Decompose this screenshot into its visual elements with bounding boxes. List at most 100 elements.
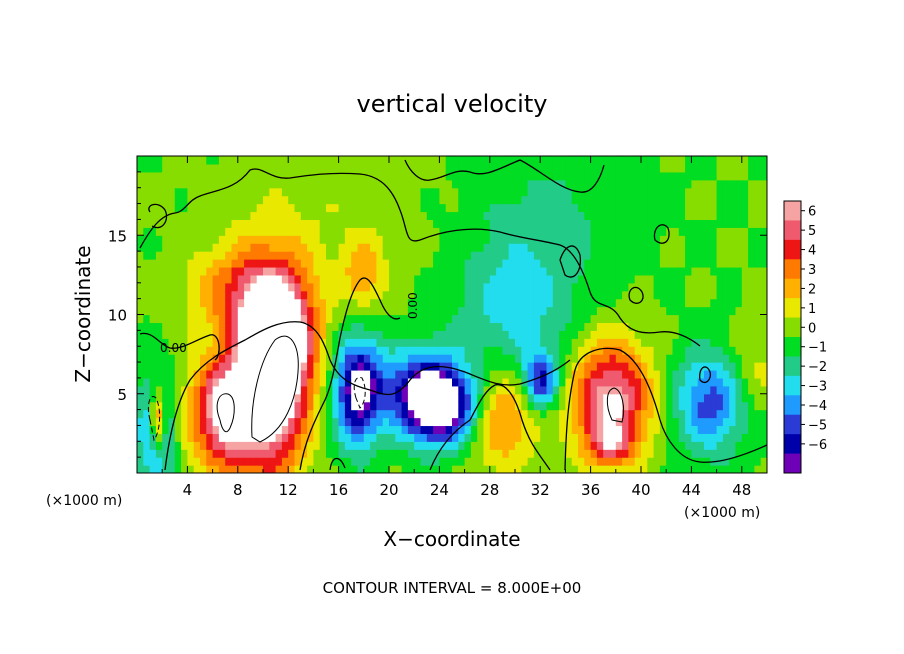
heatmap-cell <box>212 417 220 427</box>
heatmap-cell <box>546 457 554 466</box>
heatmap-cell <box>704 227 711 236</box>
heatmap-cell <box>244 354 251 363</box>
heatmap-cell <box>344 362 352 371</box>
heatmap-cell <box>729 195 737 205</box>
heatmap-cell <box>401 282 409 292</box>
heatmap-cell <box>735 195 743 205</box>
heatmap-cell <box>363 433 371 442</box>
heatmap-cell <box>502 330 510 339</box>
heatmap-cell <box>641 417 648 427</box>
heatmap-cell <box>729 354 737 363</box>
heatmap-cell <box>382 362 390 371</box>
heatmap-cell <box>376 227 384 236</box>
heatmap-cell <box>143 369 151 379</box>
heatmap-cell <box>546 433 554 442</box>
heatmap-cell <box>735 409 743 419</box>
heatmap-cell <box>704 457 711 466</box>
heatmap-cell <box>527 187 535 197</box>
heatmap-cell <box>300 306 308 316</box>
heatmap-cell <box>300 179 308 189</box>
heatmap-cell <box>155 433 163 442</box>
heatmap-cell <box>515 266 522 276</box>
heatmap-cell <box>338 211 346 221</box>
heatmap-cell <box>281 251 289 260</box>
heatmap-cell <box>672 441 680 450</box>
heatmap-cell <box>225 274 233 284</box>
heatmap-cell <box>231 219 239 228</box>
heatmap-cell <box>697 377 705 387</box>
heatmap-cell <box>357 369 365 379</box>
heatmap-cell <box>275 449 283 458</box>
heatmap-cell <box>149 243 157 252</box>
heatmap-cell <box>181 227 188 236</box>
heatmap-cell <box>603 211 611 221</box>
heatmap-cell <box>502 195 510 205</box>
heatmap-cell <box>181 156 188 165</box>
heatmap-cell <box>716 251 724 260</box>
heatmap-cell <box>678 259 686 268</box>
heatmap-cell <box>760 465 767 473</box>
heatmap-cell <box>237 322 245 331</box>
heatmap-cell <box>666 369 674 379</box>
heatmap-cell <box>760 457 767 466</box>
heatmap-cell <box>571 251 579 260</box>
heatmap-cell <box>433 203 440 213</box>
heatmap-cell <box>609 259 617 268</box>
heatmap-cell <box>458 409 466 419</box>
heatmap-cell <box>389 251 396 260</box>
heatmap-cell <box>357 457 365 466</box>
heatmap-cell <box>256 354 264 363</box>
heatmap-cell <box>137 171 144 181</box>
heatmap-cell <box>458 235 466 244</box>
heatmap-cell <box>559 219 566 228</box>
heatmap-cell <box>672 354 680 363</box>
heatmap-cell <box>628 156 636 165</box>
heatmap-cell <box>275 314 283 324</box>
heatmap-cell <box>590 417 598 427</box>
heatmap-cell <box>143 290 151 300</box>
heatmap-cell <box>269 156 277 165</box>
heatmap-cell <box>634 163 642 173</box>
heatmap-cell <box>741 409 749 419</box>
heatmap-cell <box>137 369 144 379</box>
heatmap-cell <box>552 203 560 213</box>
heatmap-cell <box>313 441 321 450</box>
heatmap-cell <box>200 219 207 228</box>
heatmap-cell <box>735 243 743 252</box>
heatmap-cell <box>515 401 522 411</box>
heatmap-cell <box>363 243 371 252</box>
heatmap-cell <box>231 171 239 181</box>
heatmap-cell <box>420 171 428 181</box>
heatmap-cell <box>489 187 497 197</box>
heatmap-cell <box>483 203 491 213</box>
heatmap-cell <box>332 266 340 276</box>
heatmap-cell <box>477 314 485 324</box>
heatmap-cell <box>212 298 220 308</box>
heatmap-cell <box>174 465 182 473</box>
heatmap-cell <box>483 354 491 363</box>
heatmap-cell <box>603 338 611 347</box>
heatmap-cell <box>546 235 554 244</box>
heatmap-cell <box>212 369 220 379</box>
heatmap-cell <box>559 274 566 284</box>
heatmap-cell <box>174 243 182 252</box>
heatmap-cell <box>307 179 314 189</box>
heatmap-cell <box>489 465 497 473</box>
heatmap-cell <box>344 251 352 260</box>
heatmap-cell <box>452 377 459 387</box>
heatmap-cell <box>527 314 535 324</box>
heatmap-cell <box>250 219 258 228</box>
heatmap-cell <box>357 219 365 228</box>
heatmap-cell <box>395 338 403 347</box>
heatmap-cell <box>206 235 214 244</box>
heatmap-cell <box>590 179 598 189</box>
heatmap-cell <box>559 385 566 395</box>
heatmap-cell <box>622 433 629 442</box>
heatmap-cell <box>332 227 340 236</box>
heatmap-cell <box>691 385 699 395</box>
heatmap-cell <box>225 171 233 181</box>
heatmap-cell <box>275 457 283 466</box>
heatmap-cell <box>445 314 453 324</box>
heatmap-cell <box>578 409 585 419</box>
heatmap-cell <box>237 259 245 268</box>
